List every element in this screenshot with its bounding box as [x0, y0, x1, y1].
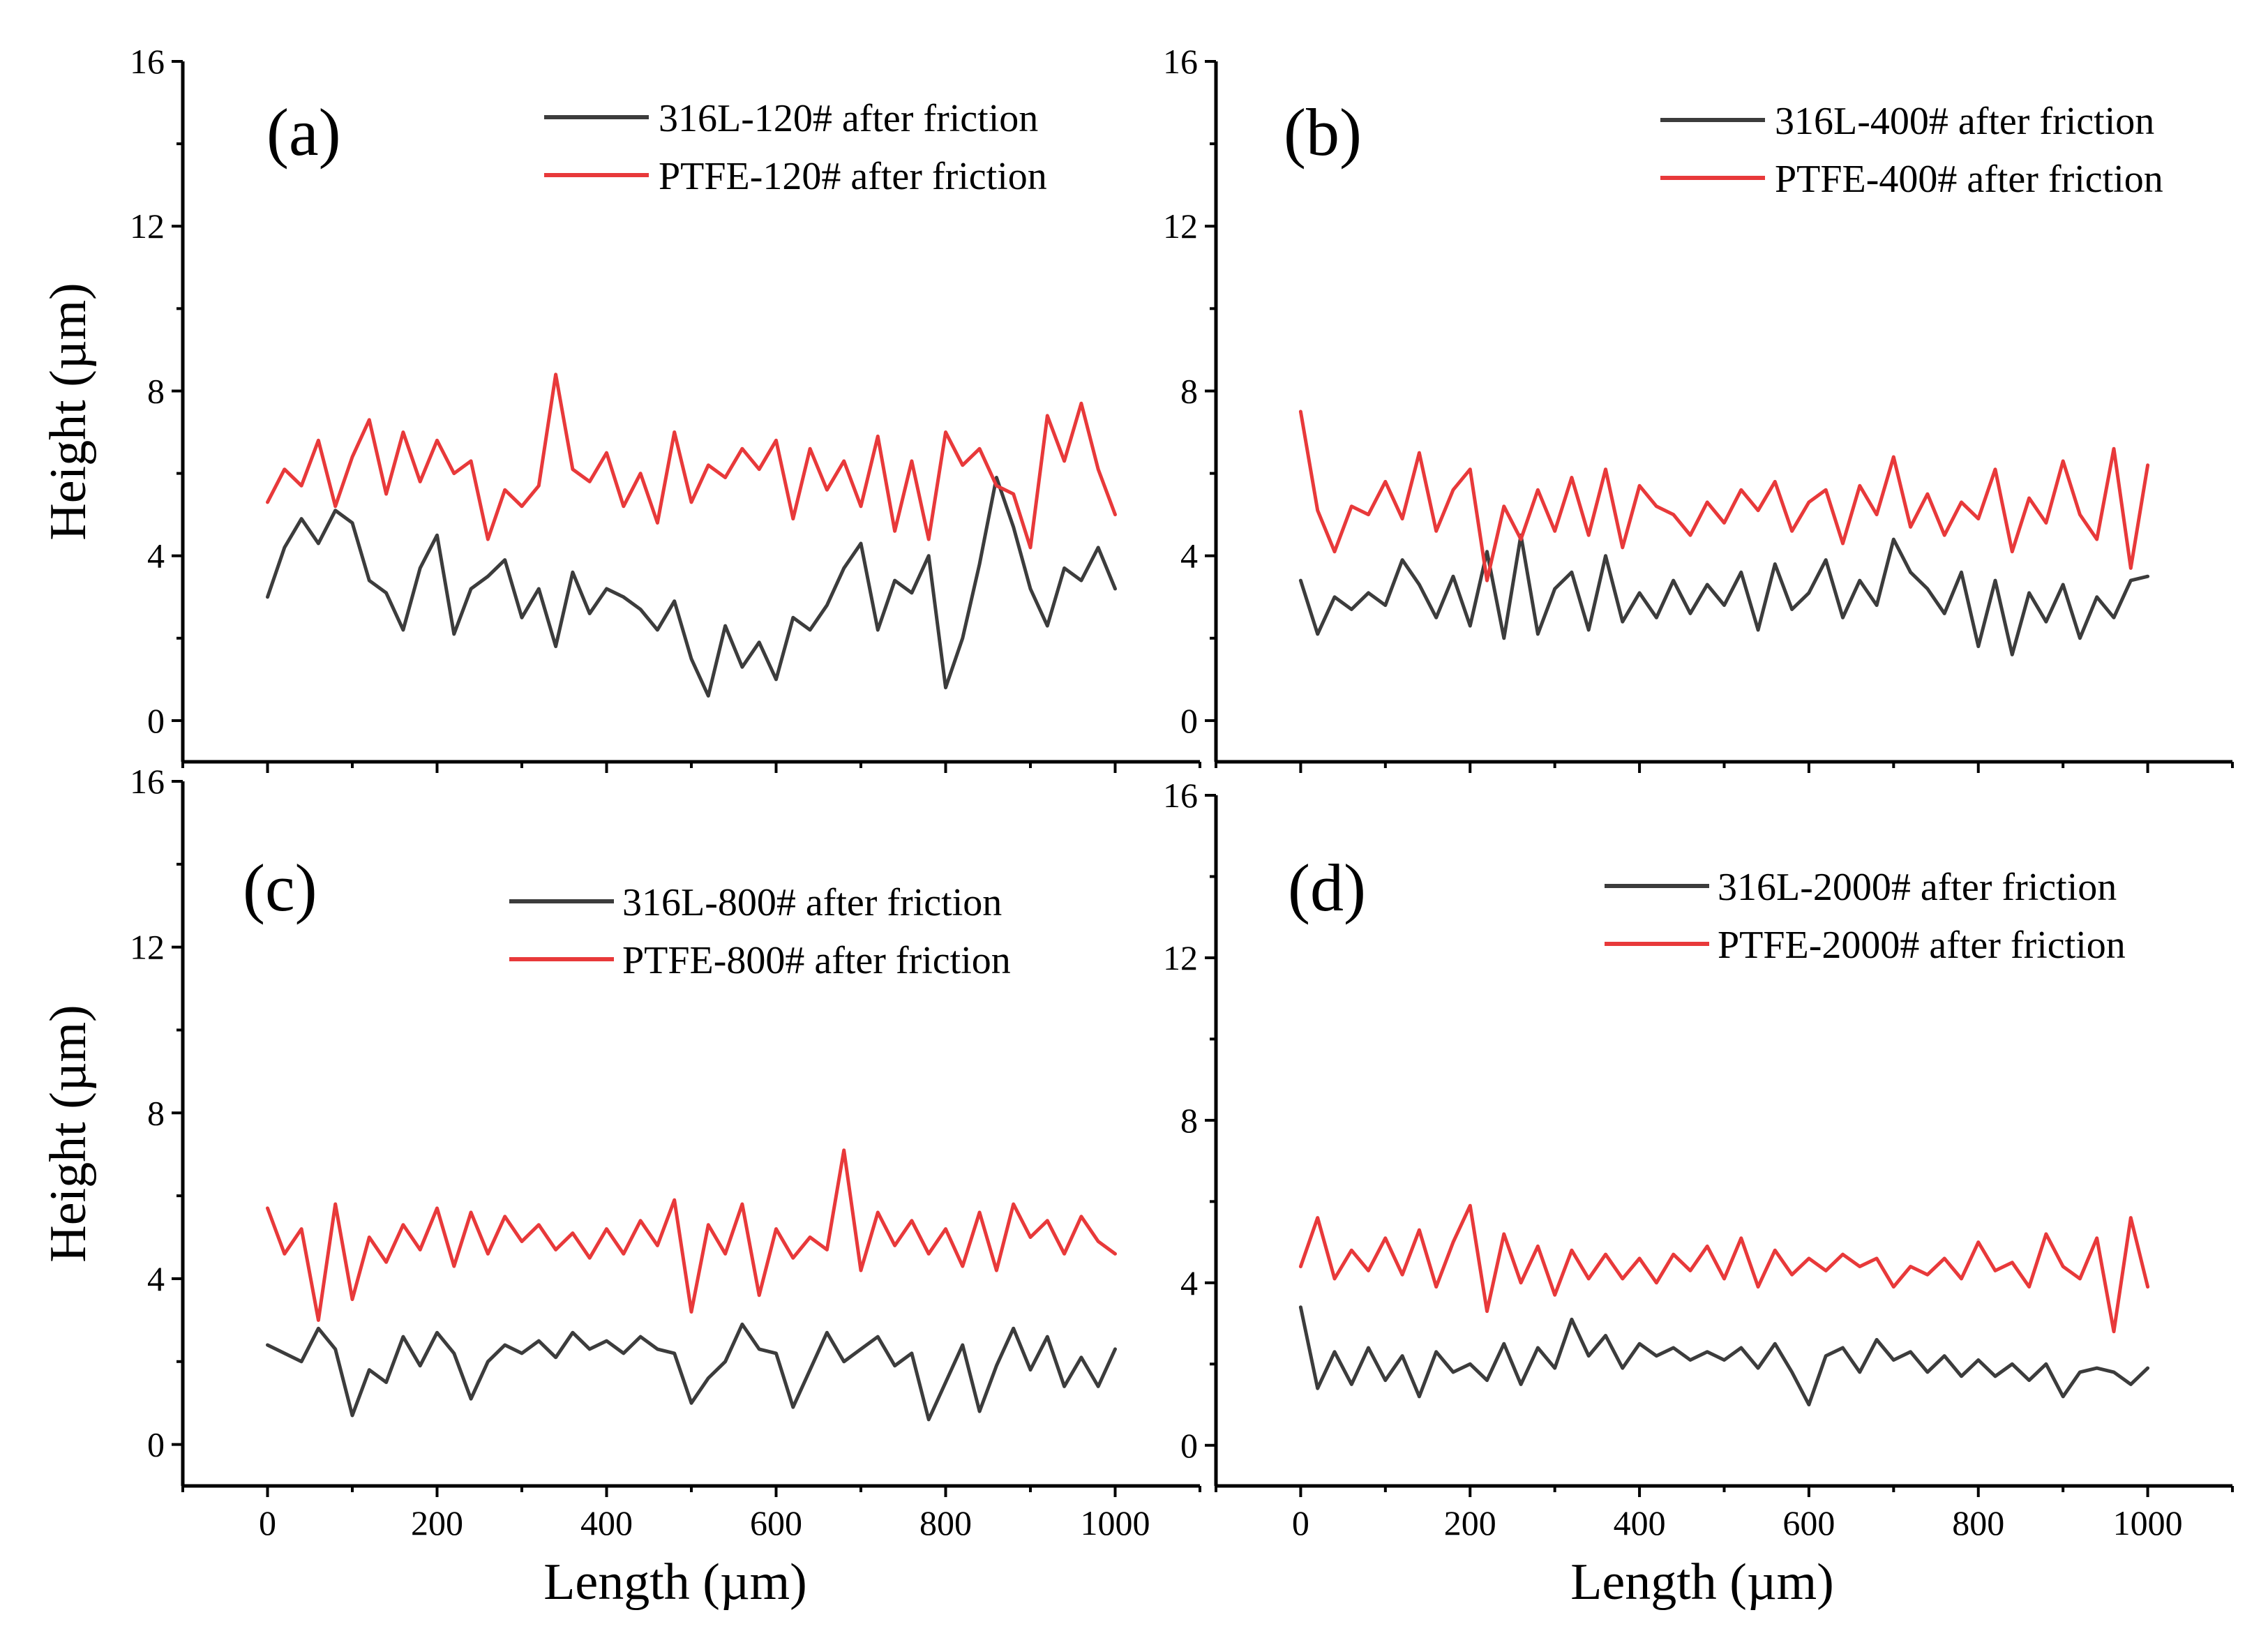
y-tick-label: 12 — [130, 928, 165, 967]
legend-label-series-1: 316L-800# after friction — [622, 881, 1002, 924]
y-tick-label: 8 — [147, 371, 165, 410]
panel-c: (c) Height (µm) Length (µm) 316L-800# af… — [40, 762, 1201, 1611]
y-tick-label: 4 — [147, 536, 165, 576]
panel-label: (c) — [243, 850, 317, 925]
legend-label-series-2: PTFE-2000# after friction — [1718, 924, 2126, 967]
series-line-2 — [266, 373, 1117, 550]
y-tick-label: 0 — [147, 701, 165, 740]
y-tick-label: 12 — [130, 206, 165, 246]
x-axis-label: Length (µm) — [543, 1554, 807, 1611]
series-line-1 — [266, 476, 1117, 698]
legend-label-series-2: PTFE-800# after friction — [622, 939, 1011, 982]
y-tick-label: 12 — [1163, 206, 1198, 246]
y-tick-label: 8 — [1180, 1101, 1198, 1140]
y-tick-label: 0 — [147, 1425, 165, 1464]
panel-label: (d) — [1288, 850, 1366, 925]
panel-a: (a) Height (µm) 316L-120# after friction… — [40, 42, 1201, 773]
y-tick-label: 16 — [1163, 776, 1198, 815]
x-tick-label: 600 — [750, 1503, 802, 1542]
panel-label: (a) — [266, 95, 341, 170]
y-tick-label: 4 — [147, 1259, 165, 1298]
series-line-1 — [1298, 533, 2150, 656]
y-tick-label: 0 — [1180, 1426, 1198, 1465]
legend-label-series-1: 316L-120# after friction — [659, 97, 1038, 140]
legend-label-series-1: 316L-400# after friction — [1775, 100, 2154, 143]
series-line-1 — [1298, 1305, 2150, 1406]
x-tick-label: 1000 — [1081, 1503, 1150, 1542]
x-tick-label: 200 — [1444, 1503, 1496, 1542]
y-tick-label: 16 — [1163, 42, 1198, 81]
panel-b: (b) 316L-400# after friction PTFE-400# a… — [1163, 42, 2234, 773]
x-tick-label: 600 — [1782, 1503, 1835, 1542]
y-tick-label: 8 — [1180, 371, 1198, 410]
y-tick-label: 8 — [147, 1093, 165, 1132]
x-tick-label: 1000 — [2113, 1503, 2183, 1542]
series-line-2 — [1298, 410, 2150, 583]
x-tick-label: 0 — [259, 1503, 276, 1542]
y-tick-label: 16 — [130, 762, 165, 801]
series-line-1 — [266, 1322, 1117, 1422]
y-axis-label: Height (µm) — [40, 283, 97, 540]
legend-label-series-2: PTFE-120# after friction — [659, 155, 1047, 198]
legend-label-series-2: PTFE-400# after friction — [1775, 158, 2163, 201]
panel-label: (b) — [1284, 95, 1362, 170]
x-tick-label: 800 — [919, 1503, 972, 1542]
x-axis-label: Length (µm) — [1570, 1554, 1834, 1611]
y-tick-label: 16 — [130, 42, 165, 81]
y-axis-label: Height (µm) — [40, 1005, 97, 1262]
x-tick-label: 0 — [1292, 1503, 1309, 1542]
x-tick-label: 200 — [411, 1503, 463, 1542]
x-tick-label: 400 — [1614, 1503, 1666, 1542]
x-tick-label: 800 — [1952, 1503, 2004, 1542]
series-line-2 — [1298, 1203, 2150, 1334]
series-line-2 — [266, 1148, 1117, 1322]
panel-d: (d) Length (µm) 316L-2000# after frictio… — [1163, 776, 2234, 1611]
x-tick-label: 400 — [580, 1503, 633, 1542]
y-tick-label: 4 — [1180, 536, 1198, 576]
legend-label-series-1: 316L-2000# after friction — [1718, 866, 2117, 909]
y-tick-label: 12 — [1163, 938, 1198, 977]
y-tick-label: 0 — [1180, 701, 1198, 740]
y-tick-label: 4 — [1180, 1263, 1198, 1302]
